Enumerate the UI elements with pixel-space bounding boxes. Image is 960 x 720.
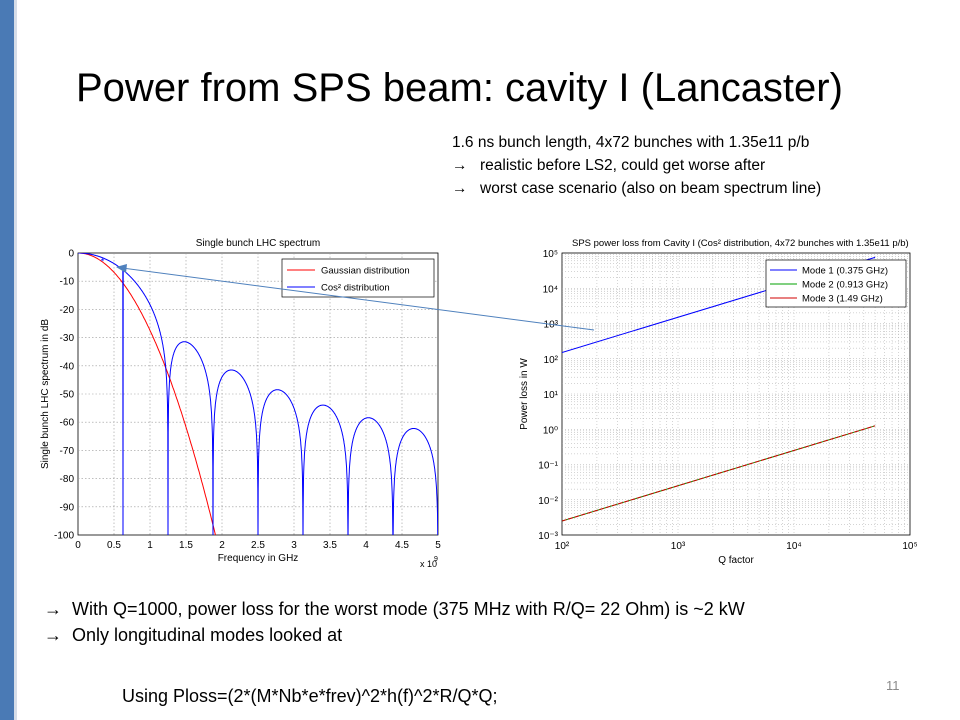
y-tick-label: -50 (60, 390, 75, 401)
chart-title: SPS power loss from Cavity I (Cos² distr… (572, 238, 909, 249)
bullet-text: Only longitudinal modes looked at (72, 625, 343, 645)
slide-sidebar-bar (0, 0, 14, 720)
formula-text: Using Ploss=(2*(M*Nb*e*frev)^2*h(f)^2*R/… (122, 686, 498, 706)
y-tick-label: 0 (68, 249, 74, 260)
x-tick-label: 10⁴ (786, 541, 801, 552)
y-tick-label: -30 (60, 333, 75, 344)
y-tick-label: -10 (60, 277, 75, 288)
y-axis-label: Single bunch LHC spectrum in dB (40, 319, 51, 469)
legend-label: Cos² distribution (321, 283, 390, 294)
x-tick-label: 1.5 (179, 540, 193, 551)
bullet-item: → With Q=1000, power loss for the worst m… (44, 596, 745, 622)
note-line-text: realistic before LS2, could get worse af… (480, 157, 766, 174)
note-line-text: worst case scenario (also on beam spectr… (480, 180, 822, 197)
x-tick-label: 10² (555, 541, 570, 552)
y-tick-label: -40 (60, 361, 75, 372)
legend-label: Mode 2 (0.913 GHz) (802, 280, 888, 291)
arrow-icon: → (44, 625, 62, 645)
x-tick-label: 3.5 (323, 540, 337, 551)
y-tick-label: 10² (544, 355, 559, 366)
y-tick-label: 10⁻³ (538, 531, 558, 542)
bullet-list: → With Q=1000, power loss for the worst m… (44, 596, 745, 648)
x-tick-label: 4.5 (395, 540, 409, 551)
x-tick-label: 0 (75, 540, 81, 551)
note-line: → worst case scenario (also on beam spect… (452, 177, 821, 200)
y-tick-label: 10³ (544, 320, 559, 331)
slide-sidebar-shadow (14, 0, 17, 720)
y-tick-label: 10⁵ (543, 249, 558, 260)
legend-label: Gaussian distribution (321, 266, 410, 277)
x-exponent-label: x 10 (420, 559, 437, 569)
legend-label: Mode 1 (0.375 GHz) (802, 266, 888, 277)
x-axis-label: Q factor (718, 555, 754, 566)
x-tick-label: 4 (363, 540, 369, 551)
y-tick-label: 10⁴ (543, 284, 558, 295)
y-tick-label: -90 (60, 502, 75, 513)
series-line-cos2 (78, 253, 438, 535)
legend-label: Mode 3 (1.49 GHz) (802, 294, 883, 305)
series-line-mode-3 (562, 425, 876, 522)
x-tick-label: 0.5 (107, 540, 121, 551)
y-tick-label: 10⁰ (543, 425, 558, 436)
note-line: 1.6 ns bunch length, 4x72 bunches with 1… (452, 134, 810, 151)
y-tick-label: 10⁻¹ (538, 461, 558, 472)
arrow-icon: → (452, 180, 468, 197)
bullet-item: → Only longitudinal modes looked at (44, 622, 745, 648)
y-tick-label: -20 (60, 305, 75, 316)
series-line-gaussian (78, 253, 216, 535)
x-tick-label: 10⁵ (902, 541, 917, 552)
note-line: → realistic before LS2, could get worse a… (452, 154, 821, 177)
arrow-icon: → (452, 157, 468, 174)
y-tick-label: -70 (60, 446, 75, 457)
annotation-arrowhead-icon (116, 264, 127, 273)
x-tick-label: 10³ (671, 541, 686, 552)
chart-title: Single bunch LHC spectrum (196, 238, 321, 249)
x-tick-label: 5 (435, 540, 441, 551)
y-tick-label: -80 (60, 474, 75, 485)
x-tick-label: 3 (291, 540, 297, 551)
slide-title: Power from SPS beam: cavity I (Lancaster… (76, 66, 843, 110)
y-tick-label: 10¹ (544, 390, 559, 401)
x-tick-label: 2.5 (251, 540, 265, 551)
annotation-note: 1.6 ns bunch length, 4x72 bunches with 1… (452, 131, 821, 200)
data-marker: * (101, 256, 105, 266)
x-axis-label: Frequency in GHz (218, 553, 299, 564)
bullet-text: With Q=1000, power loss for the worst mo… (72, 599, 745, 619)
legend-box (281, 258, 435, 298)
page-number: 11 (886, 678, 900, 693)
arrow-icon: → (44, 599, 62, 619)
x-tick-label: 1 (147, 540, 153, 551)
x-exponent-power: 9 (434, 556, 438, 563)
y-tick-label: -60 (60, 418, 75, 429)
y-axis-label: Power loss in W (519, 358, 530, 430)
y-tick-label: -100 (54, 531, 74, 542)
x-tick-label: 2 (219, 540, 225, 551)
annotation-arrow-line (121, 267, 595, 331)
y-tick-label: 10⁻² (538, 496, 558, 507)
